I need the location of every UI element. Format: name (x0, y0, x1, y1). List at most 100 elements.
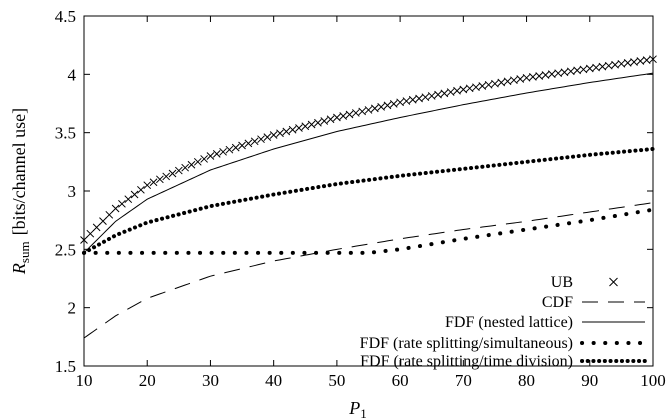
ub-marker-57 (440, 89, 449, 98)
ub-marker-37 (314, 118, 322, 127)
ub-marker-33 (288, 125, 297, 134)
ub-marker-83 (604, 61, 613, 70)
ub-marker-89 (642, 56, 651, 64)
ub-marker-11 (149, 178, 158, 187)
ub-marker-68 (510, 76, 518, 85)
ub-marker-21 (212, 150, 221, 158)
x-tick-label-6: 70 (455, 371, 472, 390)
x-tick-label-3: 40 (265, 371, 282, 390)
ub-marker-26 (244, 139, 253, 148)
x-tick-label-4: 50 (328, 371, 345, 390)
ub-marker-34 (295, 124, 303, 132)
series-1 (83, 202, 654, 339)
series-4 (82, 147, 655, 255)
ub-marker-41 (339, 112, 348, 120)
ub-marker-25 (238, 141, 246, 150)
legend-label-2: FDF (nested lattice) (445, 314, 573, 331)
series-line-3 (82, 207, 655, 255)
series-3 (82, 207, 655, 255)
ub-marker-54 (421, 93, 430, 102)
ub-marker-14 (168, 169, 177, 178)
legend-label-0: UB (551, 274, 573, 291)
ub-marker-66 (497, 78, 506, 87)
ub-marker-49 (389, 99, 398, 108)
legend: UB CDF FDF (nested lattice) FDF (rate split… (360, 274, 647, 370)
ub-marker-82 (598, 62, 607, 71)
ub-marker-24 (231, 143, 240, 152)
ub-marker-55 (427, 92, 436, 100)
ub-marker-39 (326, 115, 335, 124)
ub-marker-42 (345, 110, 354, 119)
ub-marker-17 (187, 160, 196, 169)
x-tick-label-0: 10 (76, 371, 93, 390)
y-tick-label-2: 2.5 (55, 240, 76, 259)
ub-marker-3 (99, 217, 107, 225)
ub-marker-51 (402, 97, 411, 105)
ub-marker-15 (174, 166, 183, 175)
series-2 (83, 72, 654, 254)
ub-marker-58 (446, 88, 455, 96)
ub-marker-6 (118, 199, 126, 208)
ub-marker-19 (200, 155, 208, 163)
x-tick-label-2: 30 (202, 371, 219, 390)
ub-marker-9 (137, 185, 145, 194)
ub-marker-4 (105, 210, 114, 219)
ub-marker-7 (124, 195, 133, 204)
ub-marker-71 (529, 73, 537, 81)
ub-marker-90 (649, 55, 657, 64)
series-line-1 (83, 202, 654, 339)
y-tick-label-6: 4.5 (55, 7, 76, 26)
ub-marker-60 (459, 85, 468, 94)
ub-marker-75 (554, 69, 563, 78)
ub-marker-22 (219, 147, 227, 156)
x-axis-title: P1 (348, 398, 367, 418)
ub-marker-61 (465, 84, 474, 93)
x-tick-label-1: 20 (139, 371, 156, 390)
ub-marker-65 (491, 79, 499, 88)
ub-marker-78 (573, 66, 581, 75)
ub-marker-16 (181, 163, 190, 172)
ub-marker-47 (377, 103, 385, 111)
ub-marker-85 (617, 59, 626, 68)
ub-marker-2 (92, 223, 101, 232)
series-line-2 (83, 72, 654, 254)
ub-marker-43 (352, 109, 360, 117)
y-tick-label-3: 3 (68, 182, 77, 201)
ub-marker-50 (396, 98, 404, 107)
ub-marker-69 (516, 75, 525, 83)
x-tick-label-7: 80 (518, 371, 535, 390)
ub-marker-76 (560, 68, 569, 77)
ub-marker-87 (630, 58, 638, 66)
y-tick-label-5: 4 (68, 65, 77, 84)
ub-marker-46 (370, 104, 379, 113)
ub-marker-13 (162, 172, 171, 181)
ub-marker-40 (333, 113, 341, 122)
legend-label-1: CDF (542, 294, 573, 311)
ub-marker-18 (193, 157, 202, 166)
ub-marker-86 (623, 59, 632, 67)
ub-marker-63 (478, 82, 487, 90)
ub-marker-77 (566, 67, 575, 76)
x-tick-label-5: 60 (392, 371, 409, 390)
ub-marker-81 (592, 63, 600, 72)
legend-sample-0 (609, 277, 618, 287)
legend-label-4: FDF (rate splitting/time division) (360, 353, 573, 370)
ub-marker-1 (86, 229, 95, 238)
legend-label-3: FDF (rate splitting/simultaneous) (360, 335, 573, 352)
x-tick-label-9: 100 (640, 371, 666, 390)
ub-marker-48 (383, 101, 392, 110)
ub-marker-10 (143, 181, 152, 190)
ub-marker-30 (269, 131, 278, 139)
ub-marker-23 (225, 145, 234, 154)
ub-marker-67 (503, 77, 512, 86)
y-tick-label-0: 1.5 (55, 357, 76, 376)
ub-marker-70 (522, 73, 531, 82)
ub-marker-72 (535, 72, 544, 80)
ub-marker-88 (636, 57, 645, 65)
tick-labels: 10 20 30 40 50 60 70 80 90 100 1.5 2 2.5 3 3.5 4 4.5 (55, 7, 666, 390)
ub-marker-73 (541, 71, 550, 79)
ub-marker-0 (80, 236, 88, 244)
ub-marker-79 (579, 65, 588, 74)
ub-marker-32 (282, 127, 291, 136)
ub-marker-84 (611, 60, 619, 69)
